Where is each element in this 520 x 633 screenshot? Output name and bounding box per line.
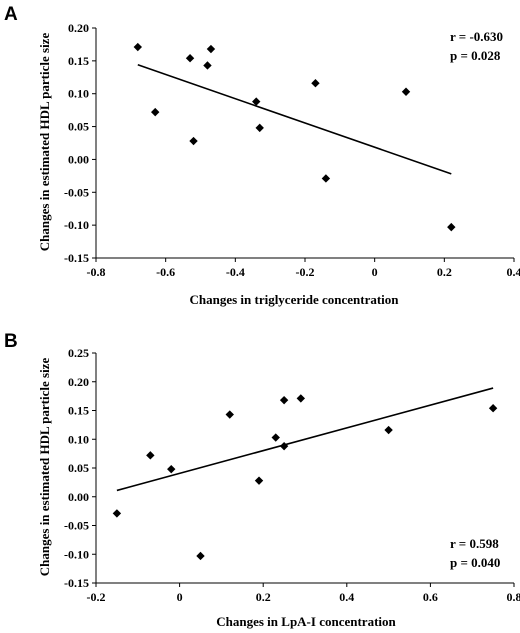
panel-b-data-point <box>384 425 393 435</box>
panel-b-x-tick-label: 0.4 <box>339 590 354 604</box>
panel-a-data-point <box>447 222 456 232</box>
panel-b-y-tick-label: 0.20 <box>68 375 89 389</box>
panel-b-x-tick-label: 0.6 <box>423 590 438 604</box>
panel-b-x-tick-label: -0.2 <box>87 590 106 604</box>
panel-b-data-point <box>167 464 176 474</box>
panel-b-p-value: p = 0.040 <box>450 555 500 570</box>
panel-b: B -0.15-0.10-0.050.000.050.100.150.200.2… <box>4 331 520 629</box>
panel-a-data-point <box>311 79 320 88</box>
panel-b-y-tick-label: -0.10 <box>64 547 89 561</box>
panel-a-x-tick-label: -0.6 <box>156 265 175 279</box>
panel-b-data-point <box>112 509 122 518</box>
panel-a-data-point <box>189 136 198 146</box>
panel-a: A -0.15-0.10-0.050.000.050.100.150.20 -0… <box>4 4 520 307</box>
panel-a-y-tick-label: -0.05 <box>64 185 89 199</box>
panel-b-y-tick-label: 0.00 <box>68 490 89 504</box>
panel-a-data-point <box>252 97 261 106</box>
panel-a-regression-line <box>137 64 452 175</box>
panel-b-y-tick-label: -0.15 <box>64 576 89 590</box>
panel-b-data-point <box>146 451 155 460</box>
panel-a-r-value: r = -0.630 <box>450 29 503 44</box>
panel-a-y-tick-label: 0.15 <box>68 54 89 68</box>
panel-b-y-tick-label: 0.15 <box>68 404 89 418</box>
panel-a-y-tick-label: 0.20 <box>68 21 89 35</box>
panel-a-data-point <box>206 44 216 54</box>
panel-b-points <box>112 394 498 561</box>
panel-b-fit <box>116 387 494 492</box>
panel-b-x-axis-title: Changes in LpA-I concentration <box>216 614 396 629</box>
panel-b-data-point <box>254 476 264 485</box>
panel-b-data-point <box>296 394 306 403</box>
panel-a-fit <box>137 64 452 175</box>
panel-b-x-tick-label: 0.2 <box>256 590 271 604</box>
panel-b-y-tick-label: 0.05 <box>68 461 89 475</box>
panel-b-data-point <box>279 395 289 405</box>
panel-b-axes <box>92 352 515 587</box>
panel-b-x-tick-label: 0 <box>177 590 183 604</box>
panel-a-x-tick-label: -0.2 <box>296 265 315 279</box>
panel-b-data-point <box>271 433 280 442</box>
panel-a-p-value: p = 0.028 <box>450 48 501 63</box>
panel-a-x-tick-label: 0.4 <box>507 265 520 279</box>
panel-b-y-axis-title: Changes in estimated HDL particle size <box>37 358 52 577</box>
panel-a-data-point <box>151 107 160 117</box>
panel-b-data-point <box>225 410 234 419</box>
panel-a-x-axis-title: Changes in triglyceride concentration <box>189 292 399 307</box>
panel-a-data-point <box>321 174 331 183</box>
panel-a-y-tick-label: 0.10 <box>68 87 89 101</box>
panel-a-x-tick-label: 0.2 <box>437 265 452 279</box>
panel-a-y-tick-label: -0.15 <box>64 251 89 265</box>
panel-b-data-point <box>196 551 205 561</box>
panel-a-label: A <box>4 4 18 25</box>
panel-a-y-tick-label: 0.00 <box>68 152 89 166</box>
panel-b-r-value: r = 0.598 <box>450 536 499 551</box>
panel-a-y-tick-label: 0.05 <box>68 120 89 134</box>
panel-b-y-tick-label: 0.25 <box>68 346 89 360</box>
panel-a-y-tick-labels: -0.15 -0.10 -0.05 0.00 0.05 0.10 0.15 0.20 <box>64 21 89 265</box>
panel-b-y-tick-label: -0.05 <box>64 519 89 533</box>
panel-a-y-tick-label: -0.10 <box>64 218 89 232</box>
panel-a-points <box>133 42 456 232</box>
panel-a-x-tick-label: 0 <box>372 265 378 279</box>
panel-b-label: B <box>4 331 18 352</box>
panel-b-x-tick-labels: -0.2 0 0.2 0.4 0.6 0.8 <box>87 590 520 604</box>
panel-b-y-tick-labels: -0.15 -0.10 -0.05 0.00 0.05 0.10 0.15 0.20 0.25 <box>64 346 89 590</box>
panel-a-data-point <box>185 54 195 63</box>
panel-a-x-tick-labels: -0.8 -0.6 -0.4 -0.2 0 0.2 0.4 <box>87 265 520 279</box>
panel-a-x-tick-label: -0.4 <box>226 265 245 279</box>
panel-b-y-tick-label: 0.10 <box>68 432 89 446</box>
panel-a-x-tick-label: -0.8 <box>87 265 106 279</box>
panel-a-y-axis-title: Changes in estimated HDL particle size <box>37 33 52 252</box>
panel-a-axes <box>92 27 515 262</box>
panel-b-regression-line <box>116 387 494 492</box>
panel-b-x-tick-label: 0.8 <box>507 590 520 604</box>
panel-a-data-point <box>133 42 142 52</box>
panel-a-data-point <box>255 123 264 133</box>
panel-a-data-point <box>203 61 212 70</box>
panel-b-data-point <box>488 404 498 413</box>
panel-a-data-point <box>401 87 411 96</box>
panel-b-data-point <box>279 441 289 451</box>
